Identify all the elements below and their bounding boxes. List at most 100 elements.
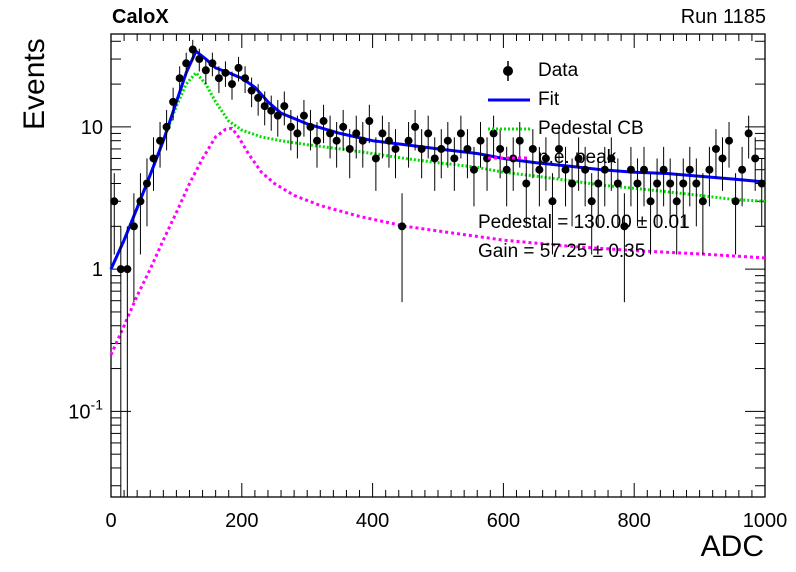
data-point: [313, 136, 322, 145]
data-point: [358, 136, 367, 145]
gain-result: Gain = 57.25 ± 0.35: [478, 241, 646, 262]
data-point: [463, 144, 472, 153]
data-point: [365, 117, 374, 126]
data-point: [607, 154, 616, 163]
data-points: [110, 39, 766, 497]
data-point: [456, 129, 465, 138]
data-point: [123, 265, 132, 274]
data-point: [613, 179, 622, 188]
data-point: [528, 144, 537, 153]
data-point: [541, 154, 550, 163]
data-point: [620, 222, 629, 231]
data-point: [149, 154, 158, 163]
data-point: [273, 111, 282, 120]
x-tick-label: 800: [618, 510, 651, 532]
data-point: [744, 129, 753, 138]
x-axis-title: ADC: [700, 530, 764, 563]
run-label: Run 1185: [680, 6, 766, 28]
data-point: [705, 165, 714, 174]
data-point: [751, 154, 760, 163]
data-point: [535, 165, 544, 174]
data-point: [738, 165, 747, 174]
x-tick-label: 600: [487, 510, 520, 532]
data-point: [247, 86, 256, 95]
legend-label-pe-peak: p.e. peak: [538, 147, 617, 168]
data-point: [483, 154, 492, 163]
pe-peak-curve: [109, 126, 766, 356]
y-tick-label: 10: [81, 117, 103, 139]
data-marker-icon: [503, 61, 513, 81]
experiment-label: CaloX: [112, 6, 169, 28]
data-point: [411, 122, 420, 131]
data-point: [653, 179, 662, 188]
data-point: [568, 179, 577, 188]
data-point: [476, 136, 485, 145]
data-point: [280, 102, 289, 111]
data-point: [227, 80, 236, 89]
data-point: [731, 197, 740, 206]
data-point: [371, 154, 380, 163]
legend-label-data: Data: [538, 60, 579, 81]
data-point: [182, 59, 191, 68]
data-point: [443, 136, 452, 145]
x-tick-label: 0: [105, 510, 116, 532]
data-point: [260, 102, 269, 111]
legend-label-fit: Fit: [538, 89, 560, 110]
data-point: [692, 179, 701, 188]
data-point: [679, 179, 688, 188]
data-point: [221, 68, 230, 77]
data-point: [548, 197, 557, 206]
data-point: [175, 74, 184, 83]
data-point: [142, 179, 151, 188]
data-point: [326, 129, 335, 138]
data-point: [404, 136, 413, 145]
data-point: [640, 165, 649, 174]
data-point: [110, 197, 119, 206]
data-point: [254, 93, 263, 102]
data-point: [587, 197, 596, 206]
data-point: [234, 63, 243, 72]
data-point: [188, 45, 197, 54]
fit-line-icon: [488, 98, 530, 102]
data-point: [718, 154, 727, 163]
data-point: [136, 197, 145, 206]
data-point: [306, 122, 315, 131]
data-point: [757, 179, 766, 188]
pedestal-result: Pedestal = 130.00 ± 0.01: [478, 212, 690, 233]
data-point: [502, 165, 511, 174]
pe-peak-line-icon: [488, 156, 530, 160]
y-tick-label: 10-1: [68, 396, 103, 423]
data-point: [515, 136, 524, 145]
data-point: [241, 74, 250, 83]
data-point: [208, 59, 217, 68]
data-point: [430, 154, 439, 163]
data-point: [378, 129, 387, 138]
data-point: [339, 122, 348, 131]
data-point: [574, 154, 583, 163]
data-point: [437, 144, 446, 153]
data-point: [424, 129, 433, 138]
data-point: [332, 136, 341, 145]
data-point: [469, 165, 478, 174]
data-point: [711, 144, 720, 153]
data-point: [293, 129, 302, 138]
data-point: [129, 222, 138, 231]
data-point: [646, 197, 655, 206]
pedestal-line-icon: [488, 127, 530, 131]
y-axis-title: Events: [18, 38, 51, 130]
data-point: [391, 144, 400, 153]
data-point: [201, 66, 210, 75]
fit-curves: [109, 49, 766, 356]
data-point: [450, 154, 459, 163]
plot-frame: [110, 33, 766, 498]
data-point: [666, 179, 675, 188]
data-point: [169, 97, 178, 106]
data-point: [162, 122, 171, 131]
data-point: [659, 165, 668, 174]
data-point: [496, 144, 505, 153]
data-point: [522, 179, 531, 188]
data-point: [554, 144, 563, 153]
data-point: [489, 129, 498, 138]
data-point: [417, 144, 426, 153]
